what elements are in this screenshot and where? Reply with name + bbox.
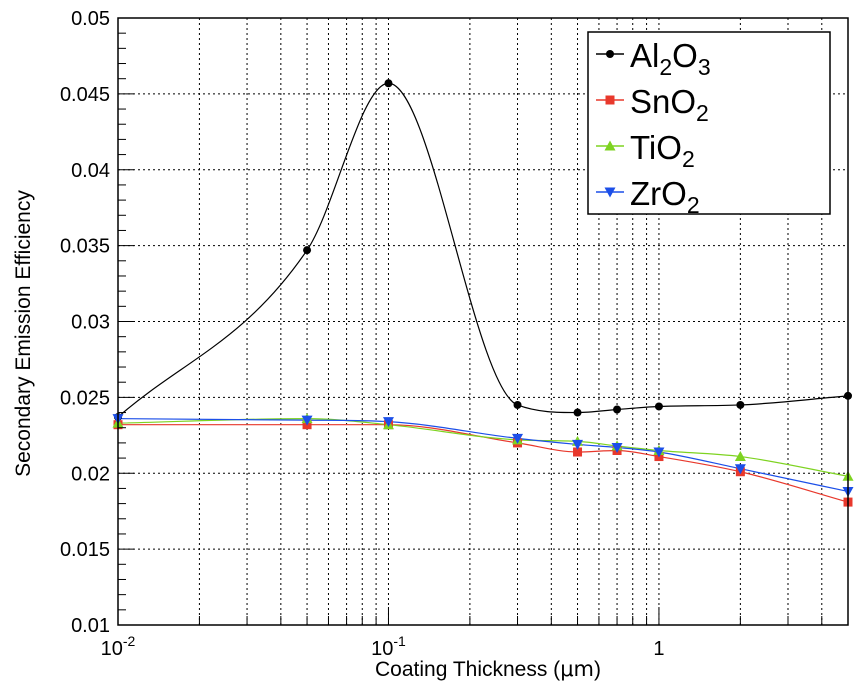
x-tick-label: 1: [653, 638, 664, 660]
data-point-al2o3: [573, 408, 582, 417]
x-tick-label: 10-2: [101, 633, 136, 660]
data-point-sno2: [573, 447, 583, 457]
data-point-tio2: [734, 451, 746, 462]
legend-marker-sno2: [605, 95, 615, 105]
legend-label-sno2: SnO2: [630, 83, 709, 126]
y-tick-label: 0.035: [60, 236, 110, 258]
series-markers: [112, 79, 854, 507]
y-tick-label: 0.015: [60, 539, 110, 561]
legend-label-tio2: TiO2: [630, 129, 695, 172]
y-tick-label: 0.03: [71, 312, 110, 334]
legend-box: [587, 31, 831, 215]
data-point-al2o3: [384, 79, 393, 88]
data-point-zro2: [653, 447, 665, 458]
data-point-al2o3: [736, 400, 745, 409]
legend-marker-zro2: [604, 187, 616, 198]
legend-marker-tio2: [604, 140, 616, 151]
tick-labels: 0.01 0.015 0.02 0.025 0.03 0.035 0.04 0.045 0.05…: [60, 8, 665, 660]
axis-ticks: [117, 17, 849, 626]
data-point-al2o3: [613, 405, 622, 414]
data-point-al2o3: [303, 246, 312, 255]
legend-label-al2o3: Al2O3: [630, 37, 711, 80]
y-tick-label: 0.02: [71, 463, 110, 485]
data-point-al2o3: [654, 402, 663, 411]
y-tick-label: 0.025: [60, 387, 110, 409]
data-point-zro2: [301, 415, 313, 426]
data-point-al2o3: [513, 400, 522, 409]
y-tick-label: 0.01: [71, 615, 110, 637]
y-tick-label: 0.04: [71, 160, 110, 182]
legend-label-zro2: ZrO2: [630, 175, 700, 218]
x-tick-label: 10-1: [371, 633, 406, 660]
y-tick-label: 0.05: [71, 8, 110, 30]
x-axis-label: Coating Thickness (μm): [375, 657, 601, 681]
data-point-zro2: [611, 442, 623, 453]
y-axis-label: Secondary Emission Efficiency: [12, 190, 35, 477]
y-tick-label: 0.045: [60, 84, 110, 106]
legend-marker-al2o3: [606, 50, 614, 58]
data-point-zro2: [572, 439, 584, 450]
data-point-zro2: [382, 417, 394, 428]
data-point-zro2: [512, 433, 524, 444]
data-point-zro2: [734, 464, 746, 475]
